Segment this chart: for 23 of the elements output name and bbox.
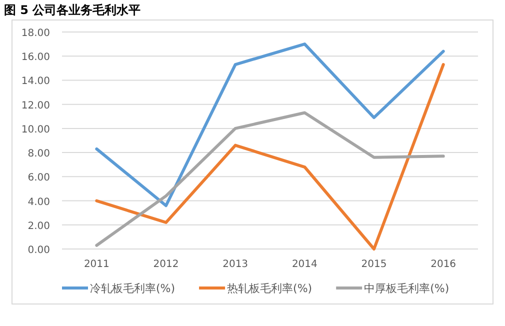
x-tick-label: 2014 xyxy=(292,259,318,270)
legend-label: 冷轧板毛利率(%) xyxy=(90,282,176,295)
line-series xyxy=(95,42,445,208)
x-tick-label: 2012 xyxy=(153,259,179,270)
y-tick-label: 8.00 xyxy=(28,148,50,160)
legend-label: 中厚板毛利率(%) xyxy=(364,282,450,295)
y-tick-label: 6.00 xyxy=(28,172,50,184)
y-tick-label: 16.00 xyxy=(21,52,50,64)
y-tick-label: 2.00 xyxy=(28,220,50,232)
x-tick-label: 2016 xyxy=(430,259,456,270)
chart-title: 图 5 公司各业务毛利水平 xyxy=(4,3,141,17)
y-tick-label: 18.00 xyxy=(21,28,50,39)
legend-label: 热轧板毛利率(%) xyxy=(227,282,312,295)
line-series xyxy=(95,63,445,250)
y-tick-label: 10.00 xyxy=(21,124,50,136)
line-series xyxy=(95,111,445,247)
y-tick-label: 14.00 xyxy=(21,76,50,88)
y-tick-label: 0.00 xyxy=(28,245,50,256)
x-tick-label: 2015 xyxy=(361,259,387,270)
x-tick-label: 2011 xyxy=(84,259,110,270)
y-tick-label: 12.00 xyxy=(21,100,50,112)
y-tick-label: 4.00 xyxy=(28,196,50,208)
x-tick-label: 2013 xyxy=(222,259,248,270)
